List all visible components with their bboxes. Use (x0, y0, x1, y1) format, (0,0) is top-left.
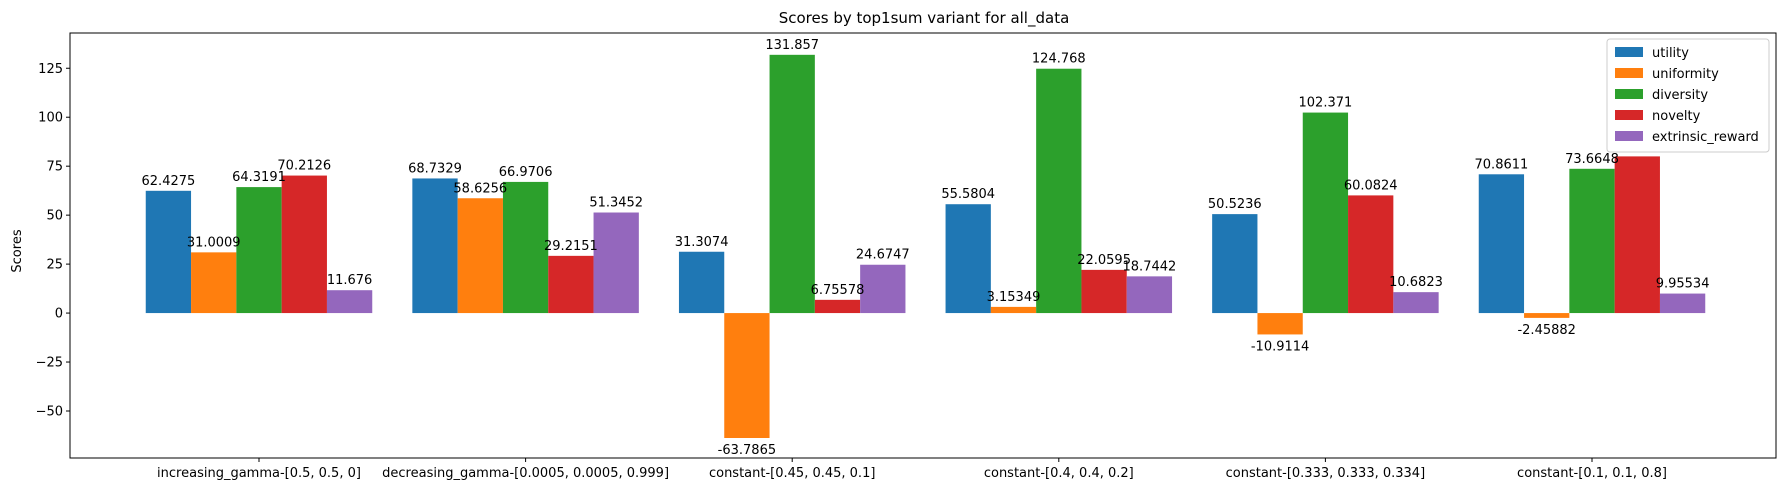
data-label-novelty-1: 29.2151 (544, 239, 598, 254)
data-label-extrinsic_reward-0: 11.676 (327, 273, 373, 288)
bar-utility-2 (678, 251, 725, 314)
x-tick-label-5: constant-[0.1, 0.1, 0.8] (1517, 466, 1667, 481)
y-tick-label-6: 100 (38, 111, 63, 126)
data-label-uniformity-5: -2.45882 (1517, 323, 1575, 338)
bar-novelty-4 (1348, 195, 1394, 314)
bar-novelty-2 (814, 299, 861, 314)
data-label-diversity-5: 73.6648 (1565, 152, 1619, 167)
y-tick-label-1: −25 (36, 356, 63, 371)
data-label-uniformity-1: 58.6256 (453, 181, 507, 196)
data-label-diversity-1: 66.9706 (499, 165, 553, 180)
legend-swatch-novelty (1615, 110, 1643, 120)
bar-uniformity-2 (724, 313, 770, 438)
data-label-novelty-3: 22.0595 (1077, 253, 1131, 268)
data-label-diversity-4: 102.371 (1299, 96, 1353, 111)
bar-uniformity-0 (191, 252, 237, 314)
y-axis-title: Scores (10, 229, 25, 272)
data-label-uniformity-0: 31.0009 (187, 235, 241, 250)
bar-utility-0 (145, 190, 192, 314)
bar-extrinsic_reward-3 (1126, 276, 1173, 314)
bar-novelty-3 (1081, 269, 1127, 314)
bar-diversity-1 (502, 181, 549, 314)
y-tick-label-7: 125 (38, 62, 63, 77)
bar-uniformity-1 (457, 198, 503, 314)
y-tick-label-2: 0 (55, 307, 63, 322)
data-label-extrinsic_reward-1: 51.3452 (589, 196, 643, 211)
data-label-novelty-0: 70.2126 (277, 159, 331, 174)
y-tick-label-0: −50 (36, 404, 63, 419)
data-label-utility-3: 55.5804 (941, 187, 995, 202)
x-tick-label-2: constant-[0.45, 0.45, 0.1] (709, 466, 875, 481)
data-label-utility-1: 68.7329 (408, 161, 462, 176)
data-label-utility-4: 50.5236 (1208, 197, 1262, 212)
legend-label-utility: utility (1652, 46, 1689, 61)
legend-swatch-utility (1615, 47, 1643, 57)
y-tick-label-4: 50 (46, 209, 63, 224)
x-tick-label-1: decreasing_gamma-[0.0005, 0.0005, 0.999] (382, 466, 669, 481)
x-tick-label-4: constant-[0.333, 0.333, 0.334] (1226, 466, 1426, 481)
bar-diversity-0 (236, 187, 282, 314)
legend-swatch-uniformity (1615, 68, 1643, 78)
data-label-extrinsic_reward-5: 9.95534 (1656, 277, 1710, 292)
data-label-utility-2: 31.3074 (675, 235, 729, 250)
legend-label-novelty: novelty (1652, 109, 1701, 124)
bar-novelty-5 (1614, 156, 1660, 314)
x-tick-label-0: increasing_gamma-[0.5, 0.5, 0] (157, 466, 361, 481)
bar-uniformity-3 (990, 306, 1037, 314)
plot-frame (69, 32, 1777, 459)
bar-utility-3 (945, 204, 991, 314)
legend-label-extrinsic_reward: extrinsic_reward (1652, 130, 1759, 145)
legend-label-uniformity: uniformity (1652, 67, 1719, 82)
bar-novelty-0 (281, 175, 327, 314)
bar-extrinsic_reward-0 (326, 290, 373, 314)
bars-layer (145, 54, 1706, 438)
bar-extrinsic_reward-2 (860, 264, 906, 314)
bar-extrinsic_reward-1 (593, 212, 639, 314)
data-label-uniformity-4: -10.9114 (1251, 339, 1309, 354)
data-label-diversity-2: 131.857 (765, 38, 819, 53)
data-label-utility-5: 70.8611 (1475, 157, 1529, 172)
bar-uniformity-4 (1257, 313, 1303, 335)
bar-extrinsic_reward-5 (1659, 293, 1706, 314)
bar-diversity-3 (1036, 68, 1082, 314)
bar-utility-4 (1212, 214, 1258, 314)
bar-extrinsic_reward-4 (1393, 292, 1439, 314)
data-label-extrinsic_reward-4: 10.6823 (1389, 275, 1443, 290)
legend: utility uniformity diversity novelty extrins… (1606, 38, 1770, 153)
y-tick-label-5: 75 (46, 160, 63, 175)
bar-uniformity-5 (1524, 313, 1570, 318)
bar-novelty-1 (548, 255, 594, 314)
data-label-uniformity-3: 3.15349 (987, 290, 1041, 305)
data-label-diversity-0: 64.3191 (232, 170, 286, 185)
data-label-novelty-4: 60.0824 (1344, 178, 1398, 193)
bar-diversity-5 (1569, 168, 1615, 314)
data-label-extrinsic_reward-2: 24.6747 (856, 248, 910, 263)
chart-title: Scores by top1sum variant for all_data (779, 9, 1070, 28)
data-label-extrinsic_reward-3: 18.7442 (1123, 259, 1177, 274)
bar-utility-1 (412, 178, 458, 314)
x-tick-label-3: constant-[0.4, 0.4, 0.2] (984, 466, 1134, 481)
data-label-diversity-3: 124.768 (1032, 52, 1086, 67)
bar-utility-5 (1478, 174, 1525, 314)
data-label-utility-0: 62.4275 (142, 174, 196, 189)
bar-diversity-2 (769, 54, 815, 314)
legend-label-diversity: diversity (1652, 88, 1708, 103)
axes-layer: increasing_gamma-[0.5, 0.5, 0] decreasing… (36, 32, 1777, 481)
legend-swatch-extrinsic_reward (1615, 131, 1643, 141)
legend-box (1606, 38, 1770, 153)
legend-swatch-diversity (1615, 89, 1643, 99)
bar-diversity-4 (1302, 112, 1349, 314)
data-label-novelty-2: 6.75578 (811, 283, 865, 298)
data-label-uniformity-2: -63.7865 (718, 443, 776, 458)
y-tick-label-3: 25 (46, 258, 63, 273)
